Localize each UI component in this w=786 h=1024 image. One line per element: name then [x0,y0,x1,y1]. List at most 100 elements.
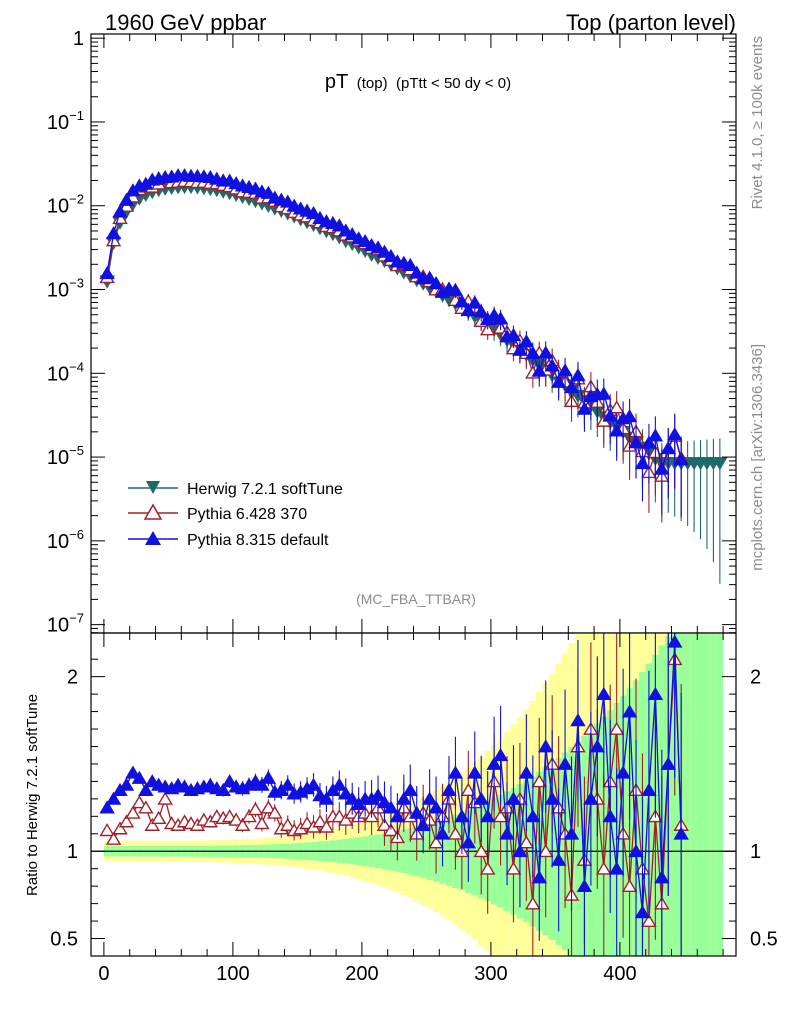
side-label-top: Rivet 4.1.0, ≥ 100k events [749,36,766,209]
green-band [697,633,704,956]
watermark: (MC_FBA_TTBAR) [356,591,476,607]
ratio-point [608,721,625,735]
ratio-point [157,791,173,805]
ratio-point [151,810,167,824]
ratio-point [641,782,657,797]
data-point [99,266,115,280]
ratio-point [654,870,670,884]
y-tick-label: 10−2 [47,192,84,218]
ratio-point [447,765,464,779]
ratio-point [557,756,573,770]
ratio-point [421,791,438,805]
ratio-point [376,817,393,831]
data-point [608,400,625,414]
ratio-point [260,800,277,814]
ratio-point [473,791,489,805]
green-band [710,633,717,956]
ratio-point [383,800,399,814]
ratio-point [318,819,335,833]
ratio-point [409,805,425,819]
header-left: 1960 GeV ppbar [105,10,266,35]
data-point [641,435,657,449]
ratio-point [228,812,244,826]
data-point [467,295,483,309]
ratio-point [628,844,644,858]
ratio-point [344,791,360,805]
ratio-point [499,826,515,840]
data-point [576,401,593,415]
data-point [563,379,580,394]
ratio-point [118,814,135,828]
data-point [628,435,644,449]
data-point [305,205,322,220]
data-point [544,358,560,372]
y-tick-exponent: −5 [69,443,84,458]
legend-marker-herwig [146,481,160,494]
ratio-tick-label-right: 0.5 [750,929,778,951]
ratio-point [138,782,154,797]
data-point [596,386,612,400]
ratio-point [583,791,599,805]
ratio-point [105,791,122,805]
ratio-point [460,835,477,849]
legend-marker-pythia8 [145,531,161,545]
y-tick-exponent: −1 [69,108,84,123]
ratio-point [486,756,502,770]
ratio-point [254,816,270,830]
ratio-point [338,786,354,800]
ratio-point [596,861,612,875]
green-band [716,633,724,956]
data-point [531,363,547,377]
ratio-point [118,777,135,791]
ratio-point [215,782,231,797]
data-point [383,248,399,263]
ratio-point [531,870,547,884]
data-point [557,363,573,377]
ratio-point [131,770,148,784]
data-point [667,427,683,441]
ratio-point [415,817,431,831]
data-point [538,345,554,359]
ratio-point [538,844,554,858]
ratio-point [338,812,354,826]
ratio-point [479,809,496,823]
ratio-point [518,765,535,779]
ratio-point [144,817,160,831]
x-tick-label: 400 [603,963,636,985]
y-tick-label: 10−1 [47,108,84,134]
main-axes: 1 10−1 10−2 10−3 10−4 10−5 10−6 10−7 [47,28,737,637]
ratio-point [460,782,477,797]
ratio-point [492,747,509,762]
title-sub1: (top) [357,75,388,92]
ratio-point [131,795,148,809]
ratio-point [125,805,141,819]
ratio-point [563,826,580,840]
ratio-point [376,795,393,809]
legend-label-pythia6: Pythia 6.428 370 [187,506,307,523]
ratio-point [434,826,451,840]
legend-item-herwig: Herwig 7.2.1 softTune [128,481,343,498]
ratio-point [641,913,657,927]
ratio-point [99,800,115,814]
ratio-point [234,817,251,831]
ratio-point [596,686,612,701]
data-point [673,452,689,466]
ratio-point [505,791,522,805]
data-point [105,233,122,247]
data-point [473,304,489,318]
data-point [428,276,444,290]
ratio-point [615,765,631,779]
legend-item-pythia8: Pythia 8.315 default [128,531,329,549]
data-point [402,257,418,271]
y-tick-label: 1 [73,28,84,50]
ratio-point [467,765,483,779]
y-tick-label: 10−4 [47,359,84,385]
ratio-tick-label-left: 1 [67,841,78,863]
green-band [684,633,691,956]
data-point [505,327,522,341]
ratio-point [550,852,567,866]
legend-item-pythia6: Pythia 6.428 370 [128,503,307,523]
ratio-tick-label-right: 1 [750,841,761,863]
ratio-point [254,777,270,791]
y-tick-label: 10−7 [47,611,84,637]
